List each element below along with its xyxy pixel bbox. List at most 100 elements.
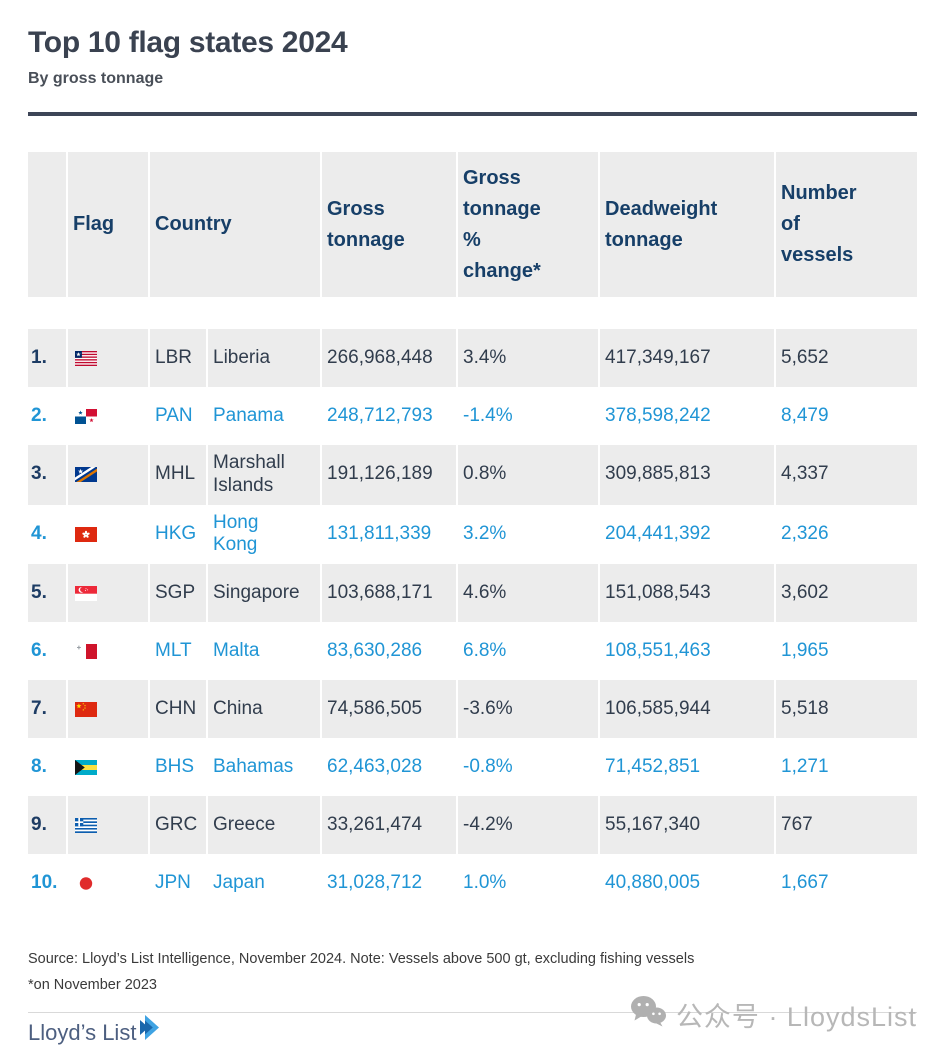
country-name-cell: Singapore xyxy=(208,564,320,623)
country-code-cell: BHS xyxy=(155,755,195,777)
country-name-cell: Marshall Islands xyxy=(208,445,320,505)
gross-tonnage-cell: 31,028,712 xyxy=(327,871,423,893)
table-row-sgp: 5. SGP Singapore 103,688,171 4.6% 151,088,543… xyxy=(28,564,917,623)
gross-tonnage-cell: 191,126,189 xyxy=(322,445,456,505)
country-code-cell: LBR xyxy=(150,329,206,387)
vessels-count-cell: 3,602 xyxy=(776,564,917,623)
deadweight-tonnage-cell: 417,349,167 xyxy=(600,329,774,387)
vessels-count-cell: 1,667 xyxy=(781,871,829,893)
vessels-count-cell: 767 xyxy=(776,796,917,855)
page-title: Top 10 flag states 2024 xyxy=(28,26,348,59)
rank-cell: 10. xyxy=(31,871,58,893)
pct-change-cell: 6.8% xyxy=(463,639,507,661)
pct-change-cell: -0.8% xyxy=(463,755,513,777)
lloyds-list-logo-text: Lloyd’s List xyxy=(28,1020,137,1046)
rank-cell: 7. xyxy=(28,680,66,739)
table-body: 1. LBR Liberia 266,968,448 3.4% 417,349,167 5,… xyxy=(28,329,917,912)
deadweight-tonnage-cell: 55,167,340 xyxy=(600,796,774,855)
gross-tonnage-cell: 131,811,339 xyxy=(327,522,432,544)
japan-flag-icon xyxy=(68,854,148,912)
table-row-grc: 9. GRC Greece 33,261,474 -4.2% 55,167,340 767 xyxy=(28,796,917,855)
gross-tonnage-cell: 248,712,793 xyxy=(327,404,433,426)
pct-change-cell: -3.6% xyxy=(458,680,598,739)
lloyds-list-logo-icon xyxy=(139,1015,160,1046)
header-country: Country xyxy=(150,152,320,297)
country-name-cell: Bahamas xyxy=(213,755,294,777)
watermark-text: 公众号 · LloydsList xyxy=(675,1002,917,1033)
greece-flag-icon xyxy=(68,796,148,855)
pct-change-cell: 4.6% xyxy=(458,564,598,623)
country-code-cell: HKG xyxy=(155,522,197,544)
wechat-icon xyxy=(630,995,667,1034)
country-code-cell: JPN xyxy=(155,871,191,893)
header-flag: Flag xyxy=(68,152,148,297)
pct-change-cell: 3.2% xyxy=(463,522,507,544)
header-deadweight-tonnage: Deadweight tonnage xyxy=(600,152,774,297)
china-flag-icon xyxy=(68,680,148,739)
table-row-mhl: 3. MHL Marshall Islands 191,126,189 0.8% 309,… xyxy=(28,445,917,505)
country-code-cell: MLT xyxy=(155,639,192,661)
deadweight-tonnage-cell: 40,880,005 xyxy=(605,871,701,893)
table-row-mlt: 6. MLT Malta 83,630,286 6.8% 108,551,463 1,965 xyxy=(28,622,917,680)
page-subtitle: By gross tonnage xyxy=(28,70,164,87)
country-code-cell: GRC xyxy=(150,796,206,855)
deadweight-tonnage-cell: 309,885,813 xyxy=(600,445,774,505)
liberia-flag-icon xyxy=(68,329,148,387)
rank-cell: 6. xyxy=(31,639,47,661)
country-code-cell: SGP xyxy=(150,564,206,623)
table-row-jpn: 10. JPN Japan 31,028,712 1.0% 40,880,005 1,667 xyxy=(28,854,917,912)
pct-change-cell: 1.0% xyxy=(463,871,507,893)
pct-change-cell: 3.4% xyxy=(458,329,598,387)
country-name-cell: Japan xyxy=(213,871,265,893)
country-code-cell: PAN xyxy=(155,404,193,426)
vessels-count-cell: 2,326 xyxy=(781,522,829,544)
vessels-count-cell: 1,271 xyxy=(781,755,829,777)
malta-flag-icon xyxy=(68,622,148,680)
header-gross-tonnage-pct-change: Gross tonnage % change* xyxy=(458,152,598,297)
table-row-chn: 7. CHN China 74,586,505 -3.6% 106,585,944 5,51… xyxy=(28,680,917,739)
singapore-flag-icon xyxy=(68,564,148,623)
deadweight-tonnage-cell: 71,452,851 xyxy=(605,755,701,777)
deadweight-tonnage-cell: 378,598,242 xyxy=(605,404,711,426)
deadweight-tonnage-cell: 106,585,944 xyxy=(600,680,774,739)
source-note: Source: Lloyd’s List Intelligence, Novem… xyxy=(28,951,695,968)
country-name-cell: Hong Kong xyxy=(213,511,259,556)
deadweight-tonnage-cell: 151,088,543 xyxy=(600,564,774,623)
rank-cell: 3. xyxy=(28,445,66,505)
lloyds-list-logo: Lloyd’s List xyxy=(28,1015,160,1046)
rank-cell: 8. xyxy=(31,755,47,777)
country-name-cell: Liberia xyxy=(208,329,320,387)
gross-tonnage-cell: 74,586,505 xyxy=(322,680,456,739)
gross-tonnage-cell: 83,630,286 xyxy=(327,639,423,661)
table-row-bhs: 8. BHS Bahamas 62,463,028 -0.8% 71,452,851 1,2… xyxy=(28,738,917,796)
country-code-cell: MHL xyxy=(150,445,206,505)
vessels-count-cell: 1,965 xyxy=(781,639,829,661)
bahamas-flag-icon xyxy=(68,738,148,796)
country-name-cell: Malta xyxy=(213,639,260,661)
country-name-cell: Panama xyxy=(213,404,284,426)
marshall-islands-flag-icon xyxy=(68,445,148,505)
header-rank xyxy=(28,152,66,297)
rank-cell: 4. xyxy=(31,522,47,544)
pct-change-cell: 0.8% xyxy=(458,445,598,505)
pct-change-cell: -4.2% xyxy=(458,796,598,855)
gross-tonnage-cell: 103,688,171 xyxy=(322,564,456,623)
rank-cell: 2. xyxy=(31,404,47,426)
country-code-cell: CHN xyxy=(150,680,206,739)
table-row-pan: 2. PAN Panama 248,712,793 -1.4% 378,598,242 8,… xyxy=(28,387,917,445)
panama-flag-icon xyxy=(68,387,148,445)
rank-cell: 9. xyxy=(28,796,66,855)
deadweight-tonnage-cell: 108,551,463 xyxy=(605,639,711,661)
header-gross-tonnage: Gross tonnage xyxy=(322,152,456,297)
wechat-watermark: 公众号 · LloydsList xyxy=(630,995,917,1034)
gross-tonnage-cell: 33,261,474 xyxy=(322,796,456,855)
footer-bar: Lloyd’s List xyxy=(28,996,917,1046)
table-row-lbr: 1. LBR Liberia 266,968,448 3.4% 417,349,167 5,… xyxy=(28,329,917,387)
header-number-of-vessels: Number of vessels xyxy=(776,152,917,297)
deadweight-tonnage-cell: 204,441,392 xyxy=(605,522,711,544)
vessels-count-cell: 8,479 xyxy=(781,404,829,426)
country-name-cell: China xyxy=(208,680,320,739)
pct-change-cell: -1.4% xyxy=(463,404,513,426)
table-header-row: Flag Country Gross tonnage Gross tonnage… xyxy=(28,152,917,297)
